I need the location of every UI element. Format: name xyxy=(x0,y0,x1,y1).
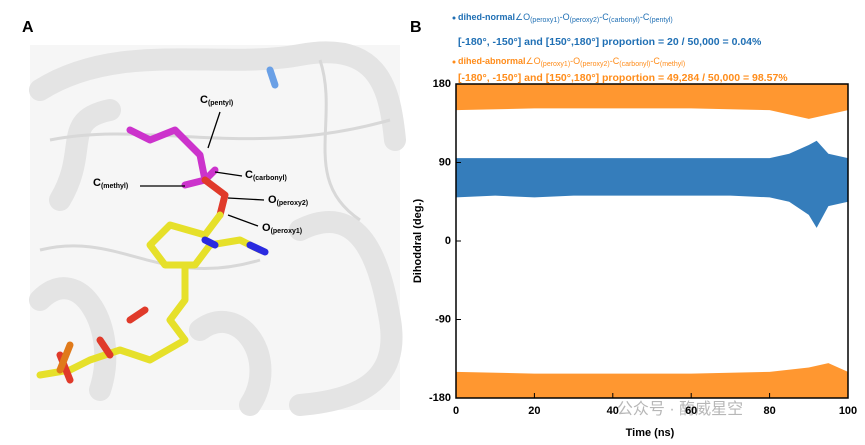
legend-name: dihed-abnormal xyxy=(458,56,526,66)
y-tick-label: -180 xyxy=(429,392,451,404)
legend-marker xyxy=(452,16,456,20)
legend-marker xyxy=(452,60,456,64)
atom-subscript: (peroxy2) xyxy=(277,200,309,207)
data-band xyxy=(456,363,848,398)
atom-symbol: O xyxy=(268,194,277,206)
y-tick-label: 0 xyxy=(445,235,451,247)
x-tick-label: 80 xyxy=(763,405,775,417)
y-axis-label: Dihoddral (deg.) xyxy=(412,199,424,284)
def-sub: (carbonyl) xyxy=(619,61,650,68)
x-axis-label: Time (ns) xyxy=(626,427,675,439)
watermark: 公众号 · 酶威星空 xyxy=(617,400,743,418)
x-tick-label: 100 xyxy=(839,405,857,417)
atom-label: C(methyl) xyxy=(93,177,128,190)
atom-subscript: (pentyl) xyxy=(208,100,233,107)
def-sub: (carbonyl) xyxy=(609,17,640,24)
plot-frame xyxy=(455,83,849,399)
atom-symbol: C xyxy=(93,177,101,189)
atom-subscript: (peroxy1) xyxy=(271,228,303,235)
def-base: -C xyxy=(640,12,650,22)
data-band xyxy=(456,140,848,228)
atom-subscript: (carbonyl) xyxy=(253,175,287,182)
atom-label: C(pentyl) xyxy=(200,94,233,107)
legend-name: dihed-normal xyxy=(458,12,515,22)
def-base: -C xyxy=(610,56,620,66)
y-tick-label: 180 xyxy=(433,78,451,90)
def-sub: (peroxy1) xyxy=(530,17,560,24)
atom-label: O(peroxy2) xyxy=(268,194,308,207)
def-sub: (methyl) xyxy=(660,61,685,68)
panel-label: A xyxy=(22,19,34,36)
atom-label: O(peroxy1) xyxy=(262,222,302,235)
y-tick-label: 90 xyxy=(439,156,451,168)
atom-symbol: O xyxy=(262,222,271,234)
protein-render xyxy=(29,41,406,416)
atom-symbol: C xyxy=(245,169,253,181)
def-sub: (peroxy1) xyxy=(541,61,571,68)
atom-label: C(carbonyl) xyxy=(245,169,287,182)
def-base: -O xyxy=(570,56,580,66)
legend-proportion: [-180°, -150°] and [150°,180°] proportio… xyxy=(458,36,762,48)
y-tick-label: -90 xyxy=(435,313,451,325)
def-base: -C xyxy=(599,12,609,22)
def-sub: (peroxy2) xyxy=(570,17,600,24)
data-band xyxy=(456,84,848,119)
def-sub: (peroxy2) xyxy=(580,61,610,68)
def-base: ∠O xyxy=(515,12,530,22)
arrows xyxy=(140,111,265,227)
def-base: -C xyxy=(650,56,660,66)
legend-entry: dihed-abnormal∠O(peroxy1)-O(peroxy2)-C(c… xyxy=(458,56,685,67)
legend-entry: dihed-normal∠O(peroxy1)-O(peroxy2)-C(car… xyxy=(458,12,673,23)
panel-label: B xyxy=(410,19,422,36)
atom-subscript: (methyl) xyxy=(101,183,128,190)
legend: dihed-normal∠O(peroxy1)-O(peroxy2)-C(car… xyxy=(458,12,788,83)
atom-labels: C(pentyl) C(carbonyl) C(methyl) O(peroxy… xyxy=(93,94,308,235)
atom-symbol: C xyxy=(200,94,208,106)
def-base: -O xyxy=(560,12,570,22)
def-base: ∠O xyxy=(526,56,541,66)
x-tick-label: 0 xyxy=(453,405,459,417)
legend-proportion: [-180°, -150°] and [150°,180°] proportio… xyxy=(458,72,788,84)
def-sub: (pentyl) xyxy=(649,17,672,24)
x-tick-label: 20 xyxy=(528,405,540,417)
x-tick-label: 60 xyxy=(685,405,697,417)
x-tick-label: 40 xyxy=(607,405,619,417)
